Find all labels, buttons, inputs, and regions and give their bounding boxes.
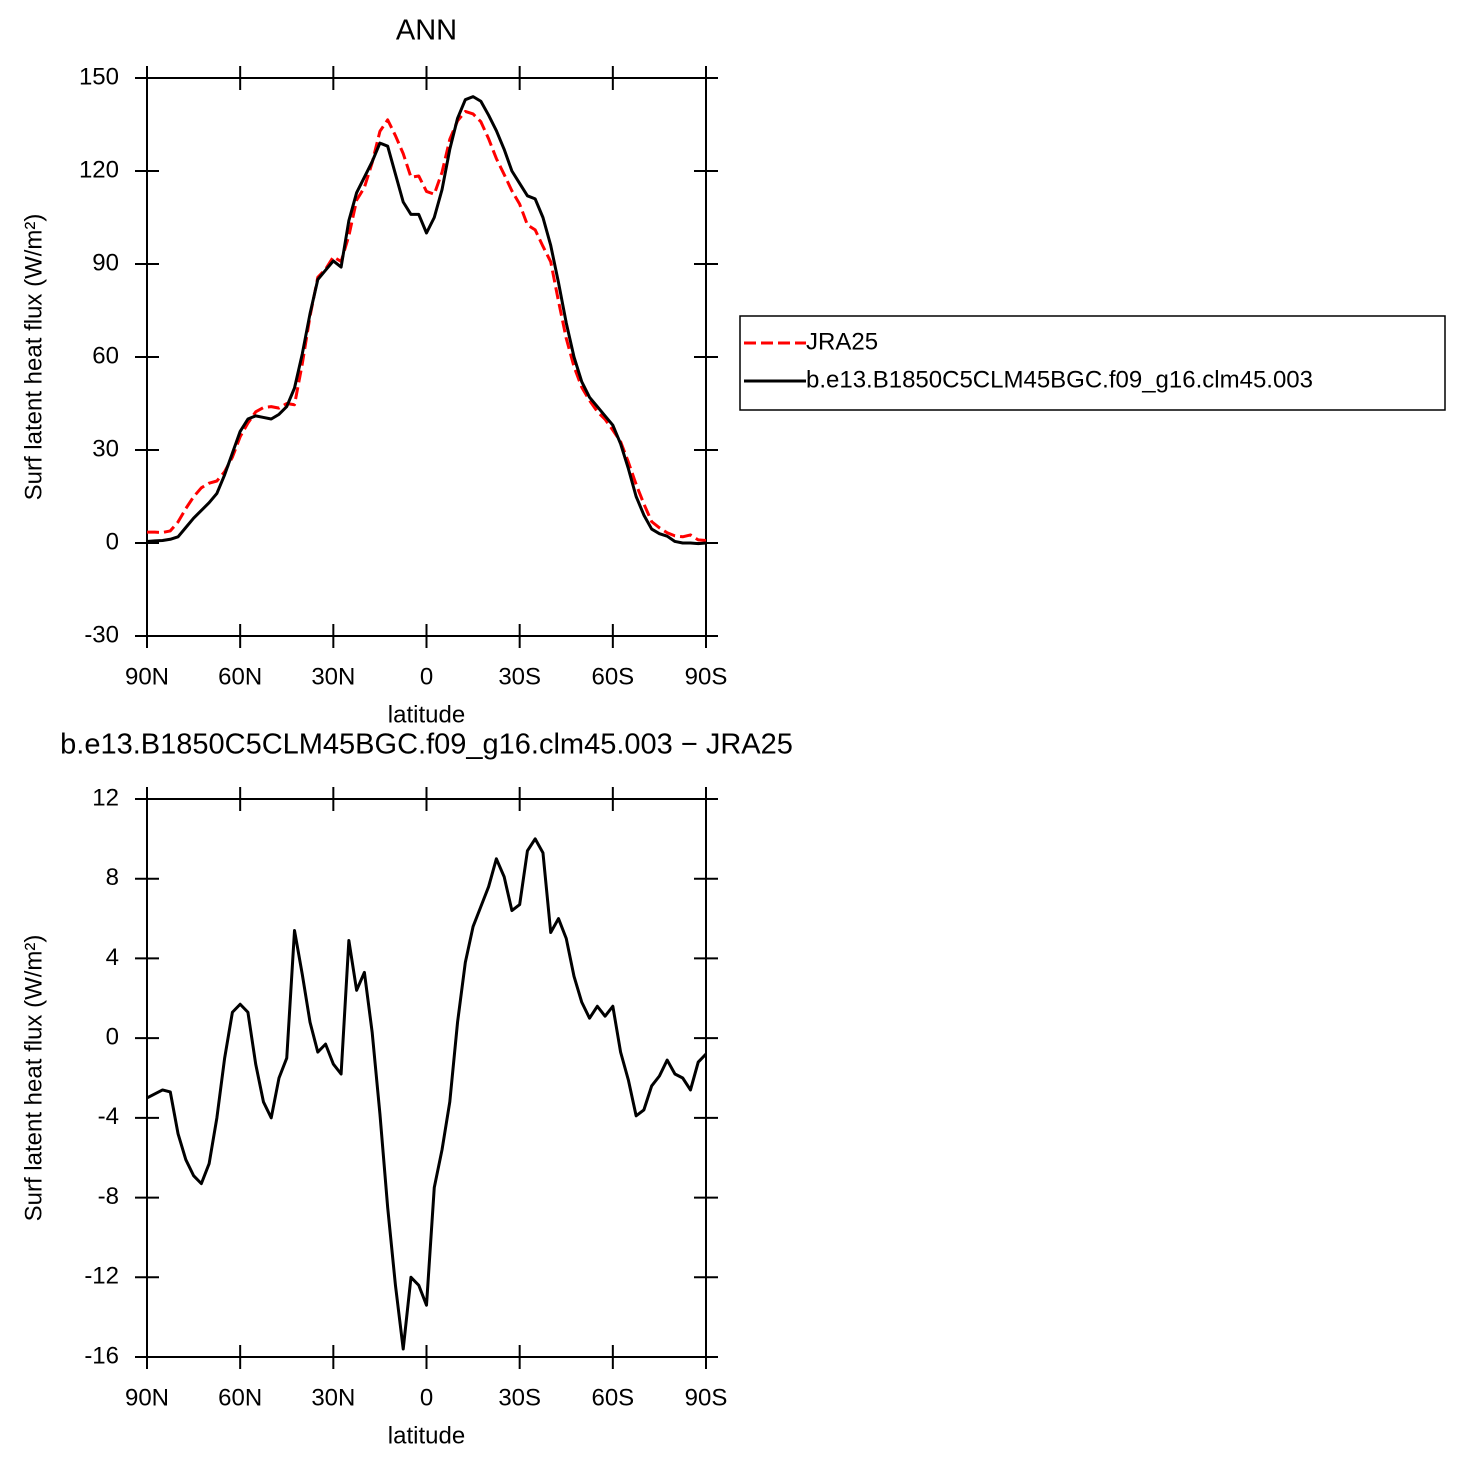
- y-tick-label: 0: [106, 1023, 119, 1050]
- x-tick-label: 30S: [498, 1384, 541, 1411]
- x-tick-label: 60S: [591, 663, 634, 690]
- x-tick-label: 0: [420, 1384, 433, 1411]
- y-tick-label: -8: [98, 1183, 119, 1210]
- data-line: [147, 109, 707, 543]
- legend-label: JRA25: [806, 328, 878, 355]
- y-tick-label: 8: [106, 864, 119, 891]
- y-axis-label: Surf latent heat flux (W/m²): [20, 935, 47, 1222]
- chart-title: b.e13.B1850C5CLM45BGC.f09_g16.clm45.003 …: [60, 729, 793, 761]
- x-tick-label: 0: [420, 663, 433, 690]
- y-tick-label: 30: [92, 435, 119, 462]
- legend-box: [739, 315, 1446, 411]
- legend-label: b.e13.B1850C5CLM45BGC.f09_g16.clm45.003: [806, 366, 1313, 393]
- chart-title: ANN: [396, 15, 457, 47]
- x-tick-label: 90S: [685, 1384, 728, 1411]
- y-tick-label: 0: [106, 528, 119, 555]
- x-tick-label: 90N: [125, 663, 169, 690]
- plot-frame: [146, 77, 707, 637]
- x-tick-label: 60N: [218, 1384, 262, 1411]
- x-tick-label: 60N: [218, 663, 262, 690]
- x-axis-label: latitude: [388, 701, 465, 728]
- x-tick-label: 90S: [685, 663, 728, 690]
- y-tick-label: 150: [79, 63, 119, 90]
- data-line: [146, 837, 708, 1351]
- y-tick-label: 12: [92, 784, 119, 811]
- y-tick-label: 4: [106, 944, 119, 971]
- plot-frame: [146, 798, 707, 1358]
- x-tick-label: 30N: [311, 663, 355, 690]
- y-tick-label: 60: [92, 342, 119, 369]
- y-tick-label: 90: [92, 249, 119, 276]
- x-tick-label: 30N: [311, 1384, 355, 1411]
- x-tick-label: 30S: [498, 663, 541, 690]
- x-tick-label: 60S: [591, 1384, 634, 1411]
- y-tick-label: -4: [98, 1103, 119, 1130]
- y-tick-label: -12: [84, 1263, 119, 1290]
- y-tick-label: -30: [84, 621, 119, 648]
- x-tick-label: 90N: [125, 1384, 169, 1411]
- data-line: [146, 95, 707, 546]
- y-tick-label: 120: [79, 156, 119, 183]
- y-axis-label: Surf latent heat flux (W/m²): [20, 214, 47, 501]
- y-tick-label: -16: [84, 1342, 119, 1369]
- x-axis-label: latitude: [388, 1422, 465, 1449]
